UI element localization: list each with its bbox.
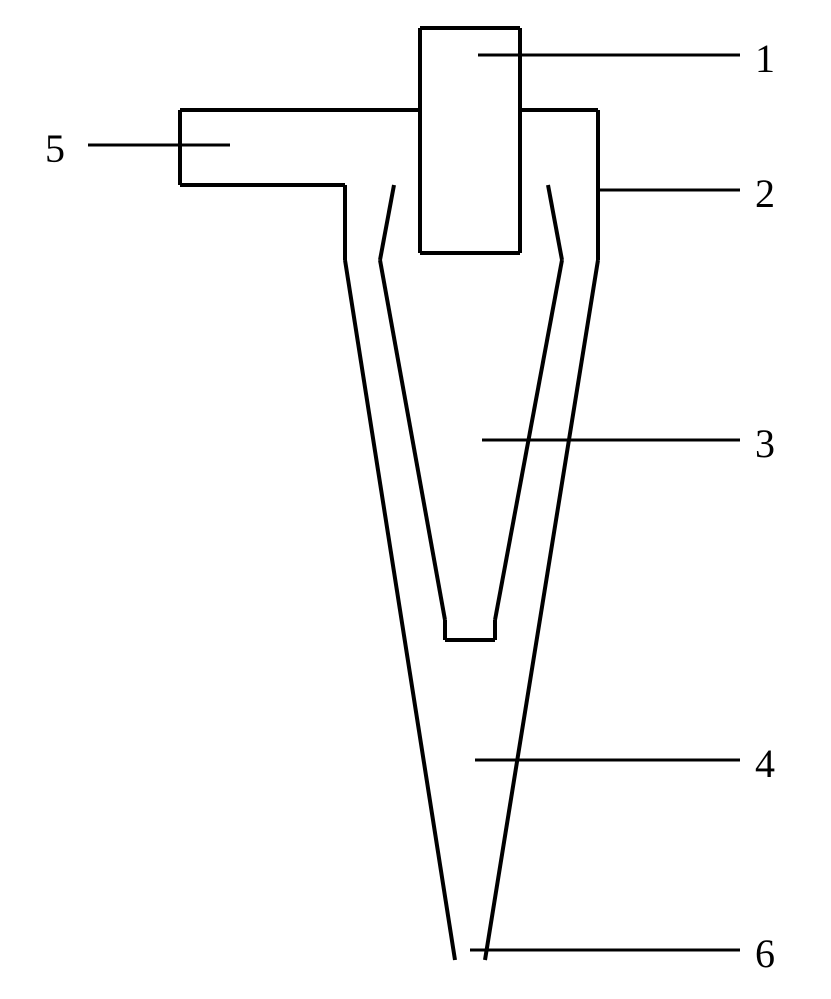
label-5: 5 [45,125,65,172]
insert-upper-right [548,185,562,260]
label-4: 4 [755,740,775,787]
label-1: 1 [755,35,775,82]
insert-left [380,260,445,620]
label-6: 6 [755,930,775,977]
diagram-svg [0,0,831,999]
insert-upper-left [380,185,394,260]
leader-lines [88,55,740,950]
label-3: 3 [755,420,775,467]
label-2: 2 [755,170,775,217]
